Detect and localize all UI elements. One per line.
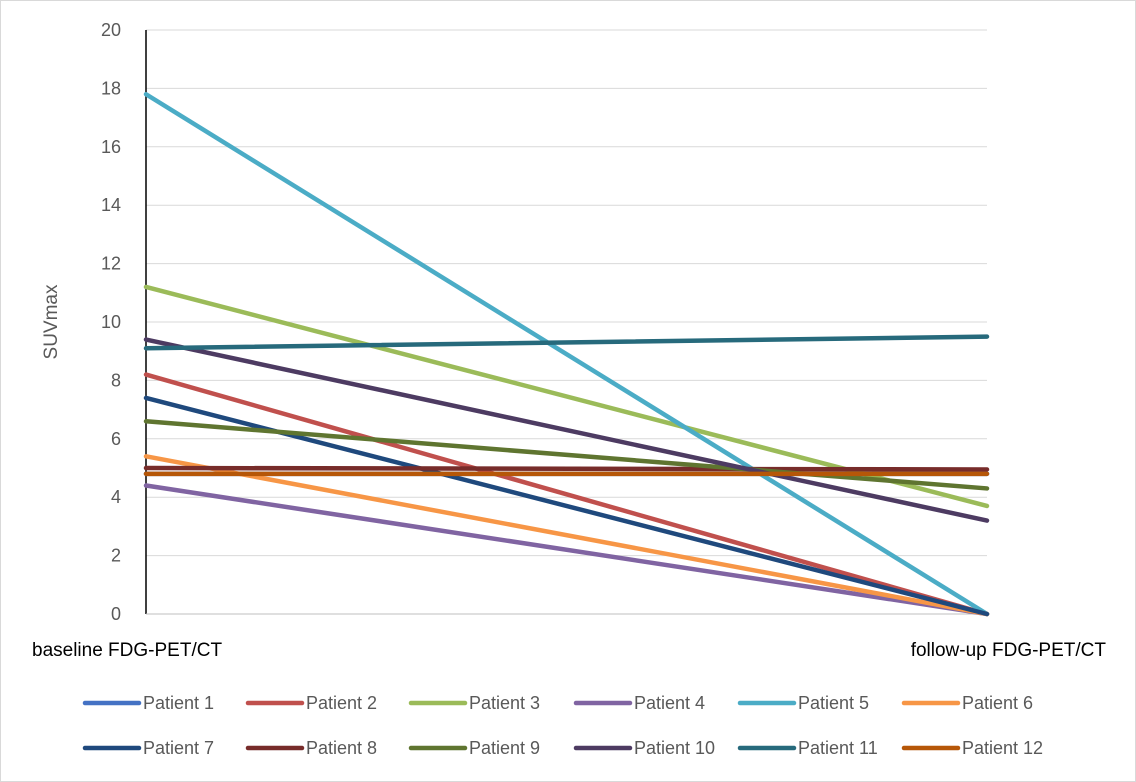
legend: Patient 1 Patient 2 Patient 3 Patient 4 Pati…	[82, 693, 1043, 758]
series-line-patient-5	[143, 91, 990, 617]
gridlines	[146, 29, 987, 557]
y-tick-label: 6	[111, 429, 121, 449]
y-tick-label: 4	[111, 487, 121, 507]
legend-label: Patient 1	[143, 693, 214, 713]
y-tick-label: 2	[111, 546, 121, 566]
series-line-patient-6	[143, 454, 990, 617]
legend-item-patient-8: Patient 8	[245, 738, 377, 758]
y-tick-label: 20	[101, 20, 121, 40]
y-tick-label: 16	[101, 137, 121, 157]
legend-item-patient-1: Patient 1	[82, 693, 214, 713]
series-line-patient-8	[143, 465, 990, 472]
series-lines	[143, 91, 990, 617]
series-line-patient-9	[143, 419, 990, 491]
y-tick-label: 10	[101, 312, 121, 332]
legend-label: Patient 2	[306, 693, 377, 713]
legend-item-patient-5: Patient 5	[737, 693, 869, 713]
legend-label: Patient 11	[798, 738, 878, 758]
y-tick-label: 12	[101, 254, 121, 274]
y-axis: 0 2 4 6 8 10 12 14 16 18 20	[101, 20, 987, 624]
legend-label: Patient 8	[306, 738, 377, 758]
legend-label: Patient 7	[143, 738, 214, 758]
legend-item-patient-9: Patient 9	[408, 738, 540, 758]
legend-item-patient-4: Patient 4	[573, 693, 705, 713]
series-line-patient-11	[143, 334, 990, 351]
legend-item-patient-11: Patient 11	[737, 738, 878, 758]
legend-item-patient-12: Patient 12	[901, 738, 1043, 758]
series-line-patient-2	[143, 372, 990, 617]
x-axis-labels: baseline FDG-PET/CT follow-up FDG-PET/CT	[32, 640, 1106, 661]
y-tick-label: 0	[111, 604, 121, 624]
y-tick-label: 14	[101, 195, 121, 215]
series-line-patient-4	[143, 483, 990, 617]
x-category-label: baseline FDG-PET/CT	[32, 640, 222, 661]
legend-label: Patient 10	[634, 738, 715, 758]
legend-label: Patient 3	[469, 693, 540, 713]
legend-label: Patient 6	[962, 693, 1033, 713]
legend-item-patient-7: Patient 7	[82, 738, 214, 758]
y-tick-label: 8	[111, 370, 121, 390]
y-tick-label: 18	[101, 78, 121, 98]
legend-label: Patient 5	[798, 693, 869, 713]
legend-label: Patient 4	[634, 693, 705, 713]
x-category-label: follow-up FDG-PET/CT	[911, 640, 1107, 661]
legend-item-patient-10: Patient 10	[573, 738, 715, 758]
legend-item-patient-3: Patient 3	[408, 693, 540, 713]
legend-label: Patient 9	[469, 738, 540, 758]
legend-item-patient-6: Patient 6	[901, 693, 1033, 713]
legend-item-patient-2: Patient 2	[245, 693, 377, 713]
y-axis-title: SUVmax	[41, 284, 62, 359]
series-line-patient-10	[143, 337, 990, 523]
legend-label: Patient 12	[962, 738, 1043, 758]
